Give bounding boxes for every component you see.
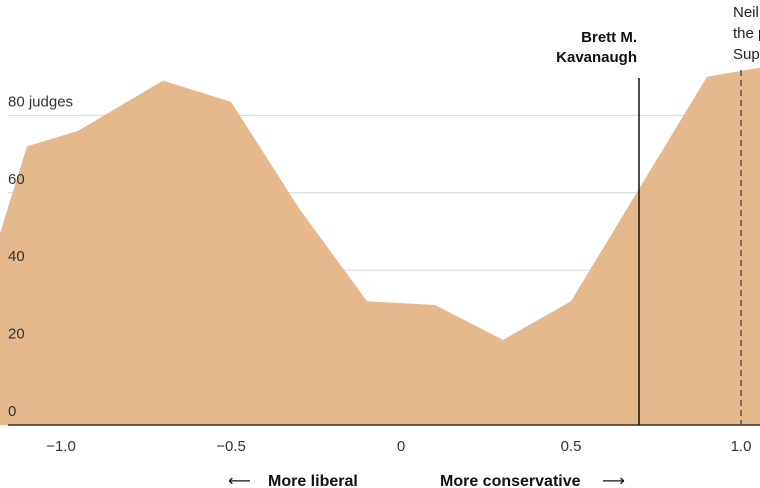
more-liberal-label: More liberal	[268, 473, 358, 488]
y-tick-label: 40	[8, 248, 25, 265]
reference-lines: Brett M. Kavanaugh Neil M. Gorsuch, the pre…	[556, 4, 760, 425]
distribution-area	[0, 67, 760, 425]
kavanaugh-label: Kavanaugh	[556, 49, 637, 66]
gorsuch-label: Supreme Court appointee	[733, 46, 760, 63]
y-tick-label: 80 judges	[8, 93, 73, 110]
kavanaugh-label: Brett M.	[581, 29, 637, 46]
x-tick-label: 1.0	[731, 438, 752, 455]
x-tick-label: 0	[397, 438, 405, 455]
gorsuch-label: the president's first	[733, 25, 760, 42]
direction-labels: ⟵ More liberal More conservative ⟶	[228, 471, 625, 488]
y-tick-label: 0	[8, 403, 16, 420]
gorsuch-label: Neil M. Gorsuch,	[733, 4, 760, 21]
left-arrow-icon: ⟵	[228, 471, 251, 488]
x-tick-label: −1.0	[46, 438, 76, 455]
x-tick-label: −0.5	[216, 438, 246, 455]
right-arrow-icon: ⟶	[602, 471, 625, 488]
x-tick-label: 0.5	[561, 438, 582, 455]
y-tick-label: 60	[8, 171, 25, 188]
more-conservative-label: More conservative	[440, 473, 581, 488]
y-axis-tick-labels: 0 20 40 60 80 judges	[8, 93, 73, 420]
y-tick-label: 20	[8, 326, 25, 343]
x-axis-tick-labels: −2.0−1.5−1.0−0.500.51.01.52.0	[46, 438, 752, 455]
